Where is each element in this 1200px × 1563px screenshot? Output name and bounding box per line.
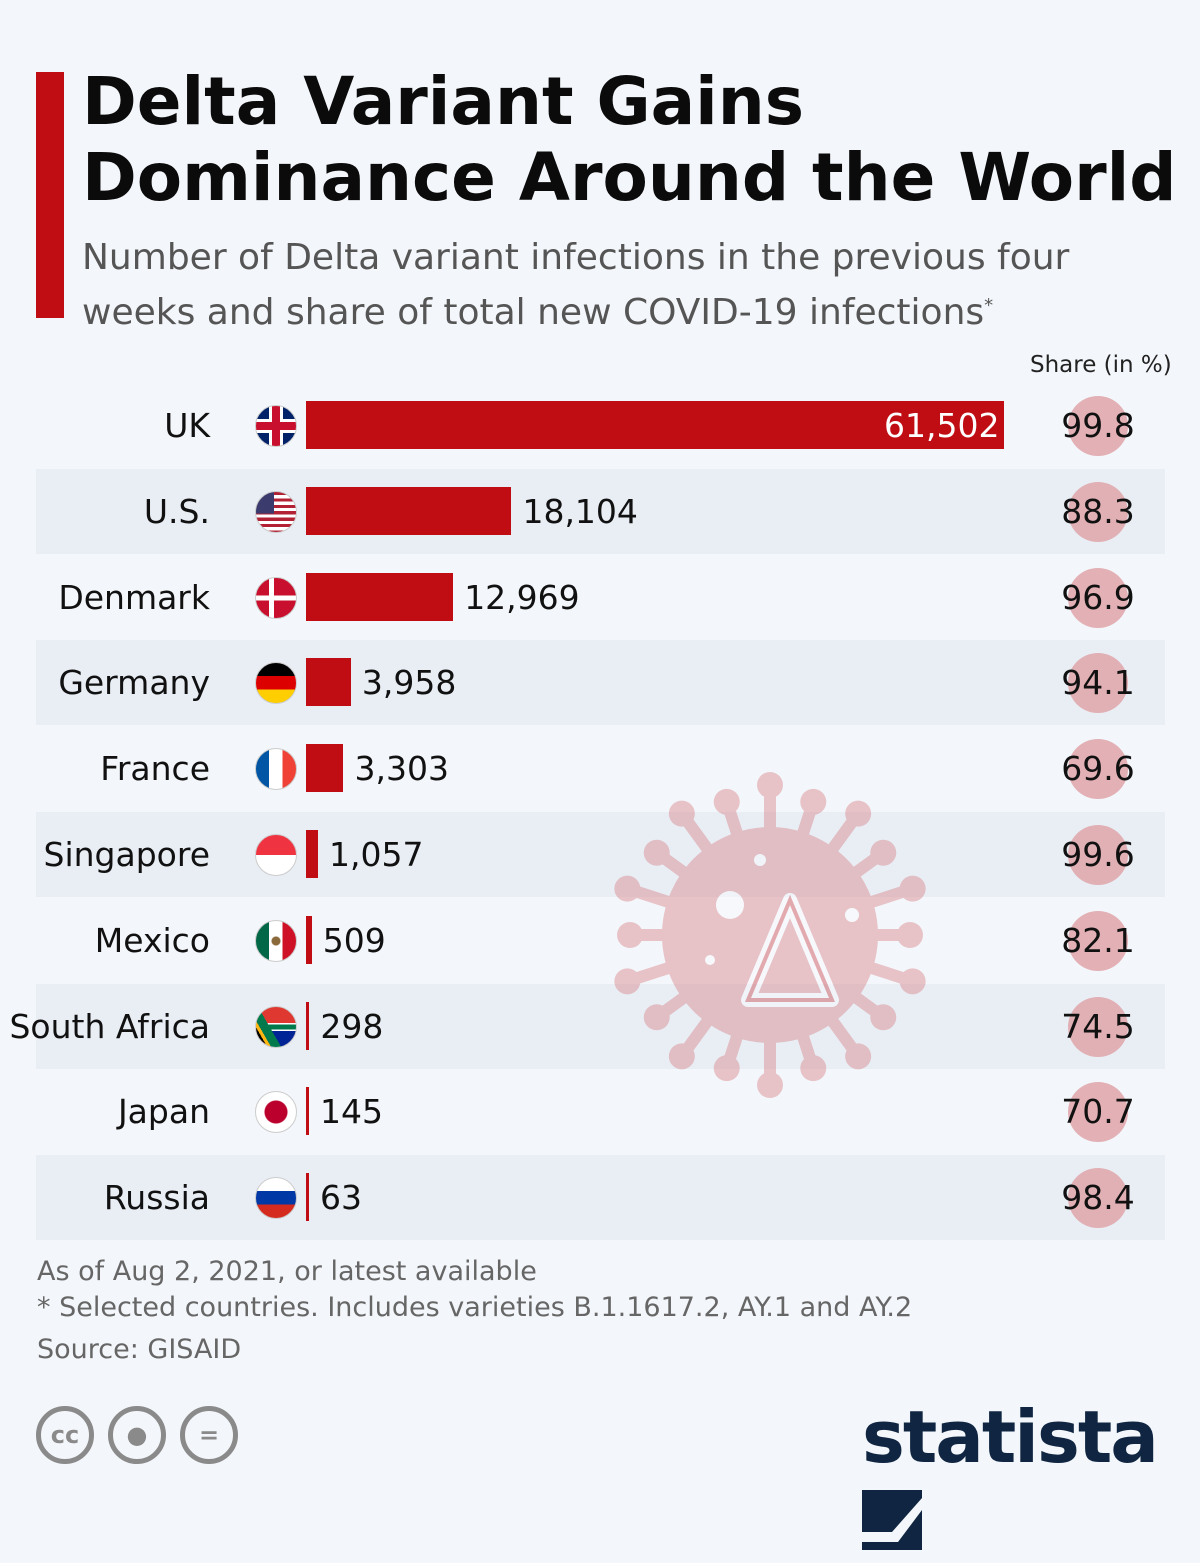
bar <box>306 1173 309 1222</box>
bar <box>306 658 351 707</box>
bar-value-label: 509 <box>322 920 386 960</box>
share-value-label: 82.1 <box>1061 920 1135 960</box>
share-circle <box>1068 825 1128 885</box>
share-circle <box>1068 653 1128 714</box>
chart-subtitle: Number of Delta variant infections in th… <box>82 234 1142 337</box>
share-circle <box>1068 739 1128 800</box>
denmark-flag-icon <box>255 576 297 619</box>
share-value-label: 96.9 <box>1061 577 1135 617</box>
country-label: Denmark <box>58 577 210 617</box>
share-circle <box>1068 1082 1128 1143</box>
footnote: * Selected countries. Includes varieties… <box>37 1292 913 1323</box>
virus-delta-watermark-icon <box>614 772 926 1098</box>
bar-value-label: 18,104 <box>522 491 638 531</box>
bar-value-label: 63 <box>320 1178 362 1218</box>
country-label: Germany <box>58 663 210 703</box>
share-column-header: Share (in %) <box>1030 352 1172 378</box>
source: Source: GISAID <box>37 1334 242 1365</box>
title-accent-bar <box>36 72 64 318</box>
share-value-label: 69.6 <box>1061 749 1135 789</box>
bar-value-label: 3,958 <box>361 663 457 703</box>
bar <box>306 1087 309 1136</box>
share-value-label: 99.8 <box>1061 406 1135 445</box>
chart-row: South Africa 298 74.5 <box>9 983 1165 1069</box>
bar-value-label: 12,969 <box>464 577 580 617</box>
chart-row: Denmark 12,969 96.9 <box>36 555 1165 640</box>
france-flag-icon <box>255 748 297 791</box>
statista-logo-icon <box>862 1490 922 1550</box>
cc-icon[interactable]: cc <box>36 1406 94 1464</box>
chart-row: Singapore 1,057 99.6 <box>36 812 1165 897</box>
chart-row: Japan 145 70.7 <box>36 1069 1165 1154</box>
share-value-label: 99.6 <box>1061 835 1135 874</box>
subtitle-text: Number of Delta variant infections in th… <box>82 237 1070 333</box>
country-label: Singapore <box>43 835 210 874</box>
country-label: Mexico <box>94 920 210 960</box>
share-circle <box>1068 910 1128 971</box>
share-circle <box>1068 481 1128 542</box>
bar <box>306 486 512 535</box>
share-value-label: 98.4 <box>1061 1178 1135 1218</box>
bar-chart: UK 61,502 99.8 U.S. 18,104 88.3 Denmark 12,969 9… <box>9 383 1165 1241</box>
bar <box>306 915 312 964</box>
bar <box>306 1001 310 1050</box>
mexico-flag-icon <box>255 919 297 962</box>
bar-value-label: 3,303 <box>354 749 449 789</box>
bar-value-label: 1,057 <box>328 835 424 874</box>
bar <box>306 401 1004 449</box>
bar <box>306 572 454 621</box>
share-circle <box>1068 1168 1128 1229</box>
russia-flag-icon <box>255 1177 297 1220</box>
chart-row: France 3,303 69.6 <box>36 726 1165 811</box>
country-label: UK <box>164 406 210 445</box>
share-circle <box>1068 567 1128 628</box>
chart-row: U.S. 18,104 88.3 <box>36 468 1165 554</box>
chart-row: Mexico 509 82.1 <box>36 898 1165 983</box>
uk-flag-icon <box>255 405 297 447</box>
country-label: U.S. <box>143 491 210 531</box>
date-note: As of Aug 2, 2021, or latest available <box>37 1256 537 1287</box>
statista-logo[interactable]: statista <box>862 1395 1200 1563</box>
country-label: Japan <box>117 1092 210 1132</box>
subtitle-footnote-mark: * <box>984 295 994 316</box>
bar-value-label: 145 <box>320 1092 383 1132</box>
chart-row: Russia 63 98.4 <box>36 1155 1165 1241</box>
country-label: Russia <box>103 1178 210 1218</box>
share-value-label: 70.7 <box>1061 1092 1135 1132</box>
bar-value-label: 298 <box>320 1006 384 1046</box>
share-value-label: 94.1 <box>1061 663 1135 703</box>
bar <box>306 744 344 793</box>
us-flag-icon <box>255 490 297 533</box>
country-label: France <box>100 749 210 789</box>
attribution-icon[interactable]: ● <box>108 1406 166 1464</box>
share-circle <box>1068 996 1128 1057</box>
chart-row: UK 61,502 99.8 <box>36 383 1165 468</box>
country-label: South Africa <box>9 1006 210 1046</box>
chart-row: Germany 3,958 94.1 <box>36 640 1165 726</box>
chart-title: Delta Variant Gains Dominance Around the… <box>82 63 1177 216</box>
germany-flag-icon <box>255 662 297 705</box>
share-value-label: 88.3 <box>1061 491 1135 531</box>
share-circle <box>1068 396 1128 456</box>
singapore-flag-icon <box>255 834 297 876</box>
bar <box>306 830 318 878</box>
share-value-label: 74.5 <box>1061 1006 1135 1046</box>
no-derivatives-icon[interactable]: = <box>180 1406 238 1464</box>
south-africa-flag-icon <box>255 1005 297 1048</box>
bar-value-label: 61,502 <box>884 406 1000 445</box>
logo-text: statista <box>862 1395 1159 1479</box>
japan-flag-icon <box>255 1091 297 1134</box>
